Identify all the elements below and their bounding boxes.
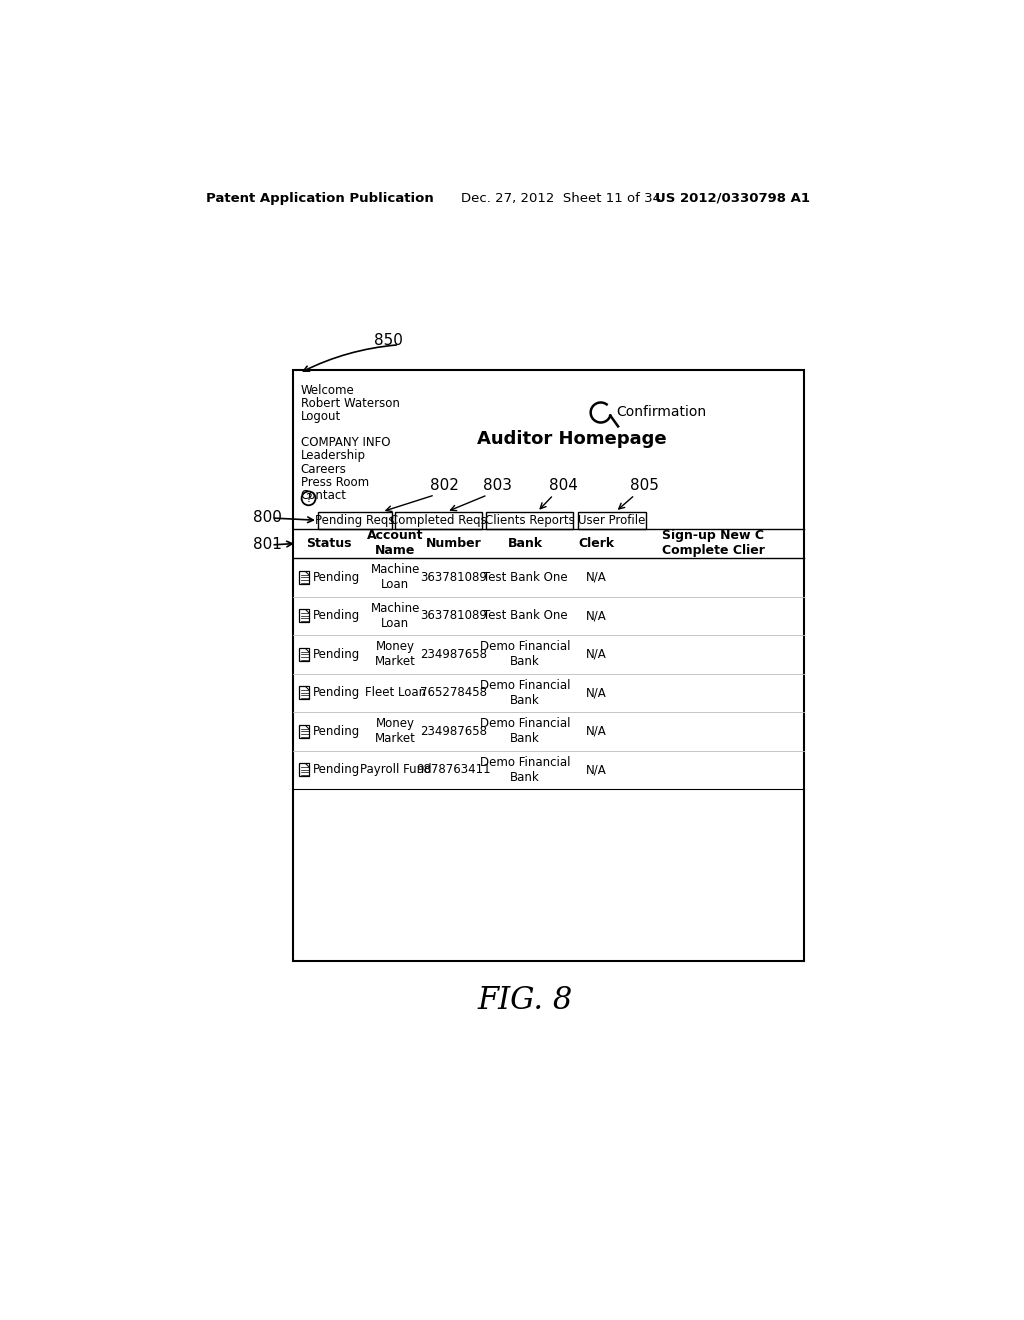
Polygon shape (305, 686, 309, 690)
Text: Machine
Loan: Machine Loan (371, 602, 420, 630)
Text: Payroll Fund: Payroll Fund (359, 763, 431, 776)
FancyBboxPatch shape (299, 763, 309, 776)
Text: Clerk: Clerk (578, 537, 614, 550)
Text: 801: 801 (253, 537, 282, 553)
FancyBboxPatch shape (299, 610, 309, 622)
Text: Logout: Logout (301, 411, 341, 424)
Text: N/A: N/A (586, 570, 606, 583)
Text: 9878763411: 9878763411 (416, 763, 490, 776)
Text: Pending: Pending (313, 610, 360, 622)
Text: Machine
Loan: Machine Loan (371, 564, 420, 591)
Polygon shape (305, 725, 309, 729)
Text: Number: Number (426, 537, 481, 550)
FancyBboxPatch shape (486, 512, 572, 529)
FancyBboxPatch shape (293, 370, 804, 961)
FancyBboxPatch shape (299, 648, 309, 661)
Text: Money
Market: Money Market (375, 717, 416, 746)
Text: Demo Financial
Bank: Demo Financial Bank (480, 717, 570, 746)
Text: Pending: Pending (313, 763, 360, 776)
Text: User Profile: User Profile (578, 513, 645, 527)
Text: Sign-up New C
Complete Clier: Sign-up New C Complete Clier (662, 529, 765, 557)
Polygon shape (305, 763, 309, 767)
Text: N/A: N/A (586, 763, 606, 776)
Polygon shape (305, 570, 309, 574)
Polygon shape (305, 610, 309, 612)
FancyBboxPatch shape (578, 512, 646, 529)
Text: N/A: N/A (586, 610, 606, 622)
Text: Leadership: Leadership (301, 449, 366, 462)
Text: FIG. 8: FIG. 8 (477, 985, 572, 1016)
Text: N/A: N/A (586, 648, 606, 661)
Text: 765278458: 765278458 (420, 686, 487, 700)
Text: Robert Waterson: Robert Waterson (301, 397, 399, 411)
Text: N/A: N/A (586, 725, 606, 738)
Text: 234987658: 234987658 (420, 648, 487, 661)
Text: 803: 803 (483, 478, 512, 494)
Text: Pending: Pending (313, 648, 360, 661)
FancyBboxPatch shape (395, 512, 482, 529)
Text: Pending: Pending (313, 725, 360, 738)
Text: COMPANY INFO: COMPANY INFO (301, 437, 390, 449)
Text: Dec. 27, 2012  Sheet 11 of 34: Dec. 27, 2012 Sheet 11 of 34 (461, 191, 662, 205)
Text: 804: 804 (549, 478, 578, 494)
Text: Bank: Bank (508, 537, 543, 550)
Text: Account
Name: Account Name (368, 529, 424, 557)
Text: Contact: Contact (301, 488, 347, 502)
Text: 800: 800 (253, 511, 282, 525)
Text: Patent Application Publication: Patent Application Publication (206, 191, 433, 205)
Text: Fleet Loan: Fleet Loan (365, 686, 426, 700)
FancyBboxPatch shape (299, 570, 309, 583)
FancyBboxPatch shape (299, 686, 309, 700)
Text: Completed Reqs: Completed Reqs (390, 513, 487, 527)
Text: N/A: N/A (586, 686, 606, 700)
Text: US 2012/0330798 A1: US 2012/0330798 A1 (655, 191, 810, 205)
Text: Demo Financial
Bank: Demo Financial Bank (480, 756, 570, 784)
Text: Test Bank One: Test Bank One (483, 570, 567, 583)
Text: Status: Status (306, 537, 351, 550)
Text: Pending: Pending (313, 570, 360, 583)
FancyBboxPatch shape (317, 512, 391, 529)
Text: Pending: Pending (313, 686, 360, 700)
Text: Careers: Careers (301, 462, 347, 475)
Text: Demo Financial
Bank: Demo Financial Bank (480, 640, 570, 668)
Text: Demo Financial
Bank: Demo Financial Bank (480, 678, 570, 706)
FancyBboxPatch shape (299, 725, 309, 738)
Text: 805: 805 (630, 478, 659, 494)
Text: Press Room: Press Room (301, 475, 369, 488)
Text: Test Bank One: Test Bank One (483, 610, 567, 622)
Text: 850: 850 (375, 334, 403, 348)
Text: 802: 802 (430, 478, 459, 494)
Text: ?: ? (305, 492, 312, 504)
Text: Clients Reports: Clients Reports (484, 513, 574, 527)
Text: 363781089: 363781089 (420, 610, 487, 622)
Text: Pending Reqs: Pending Reqs (315, 513, 394, 527)
Text: Money
Market: Money Market (375, 640, 416, 668)
Text: Welcome: Welcome (301, 384, 354, 397)
Text: 363781089: 363781089 (420, 570, 487, 583)
Text: Confirmation: Confirmation (616, 405, 707, 420)
Text: 234987658: 234987658 (420, 725, 487, 738)
Text: Auditor Homepage: Auditor Homepage (477, 430, 667, 449)
Polygon shape (305, 648, 309, 652)
